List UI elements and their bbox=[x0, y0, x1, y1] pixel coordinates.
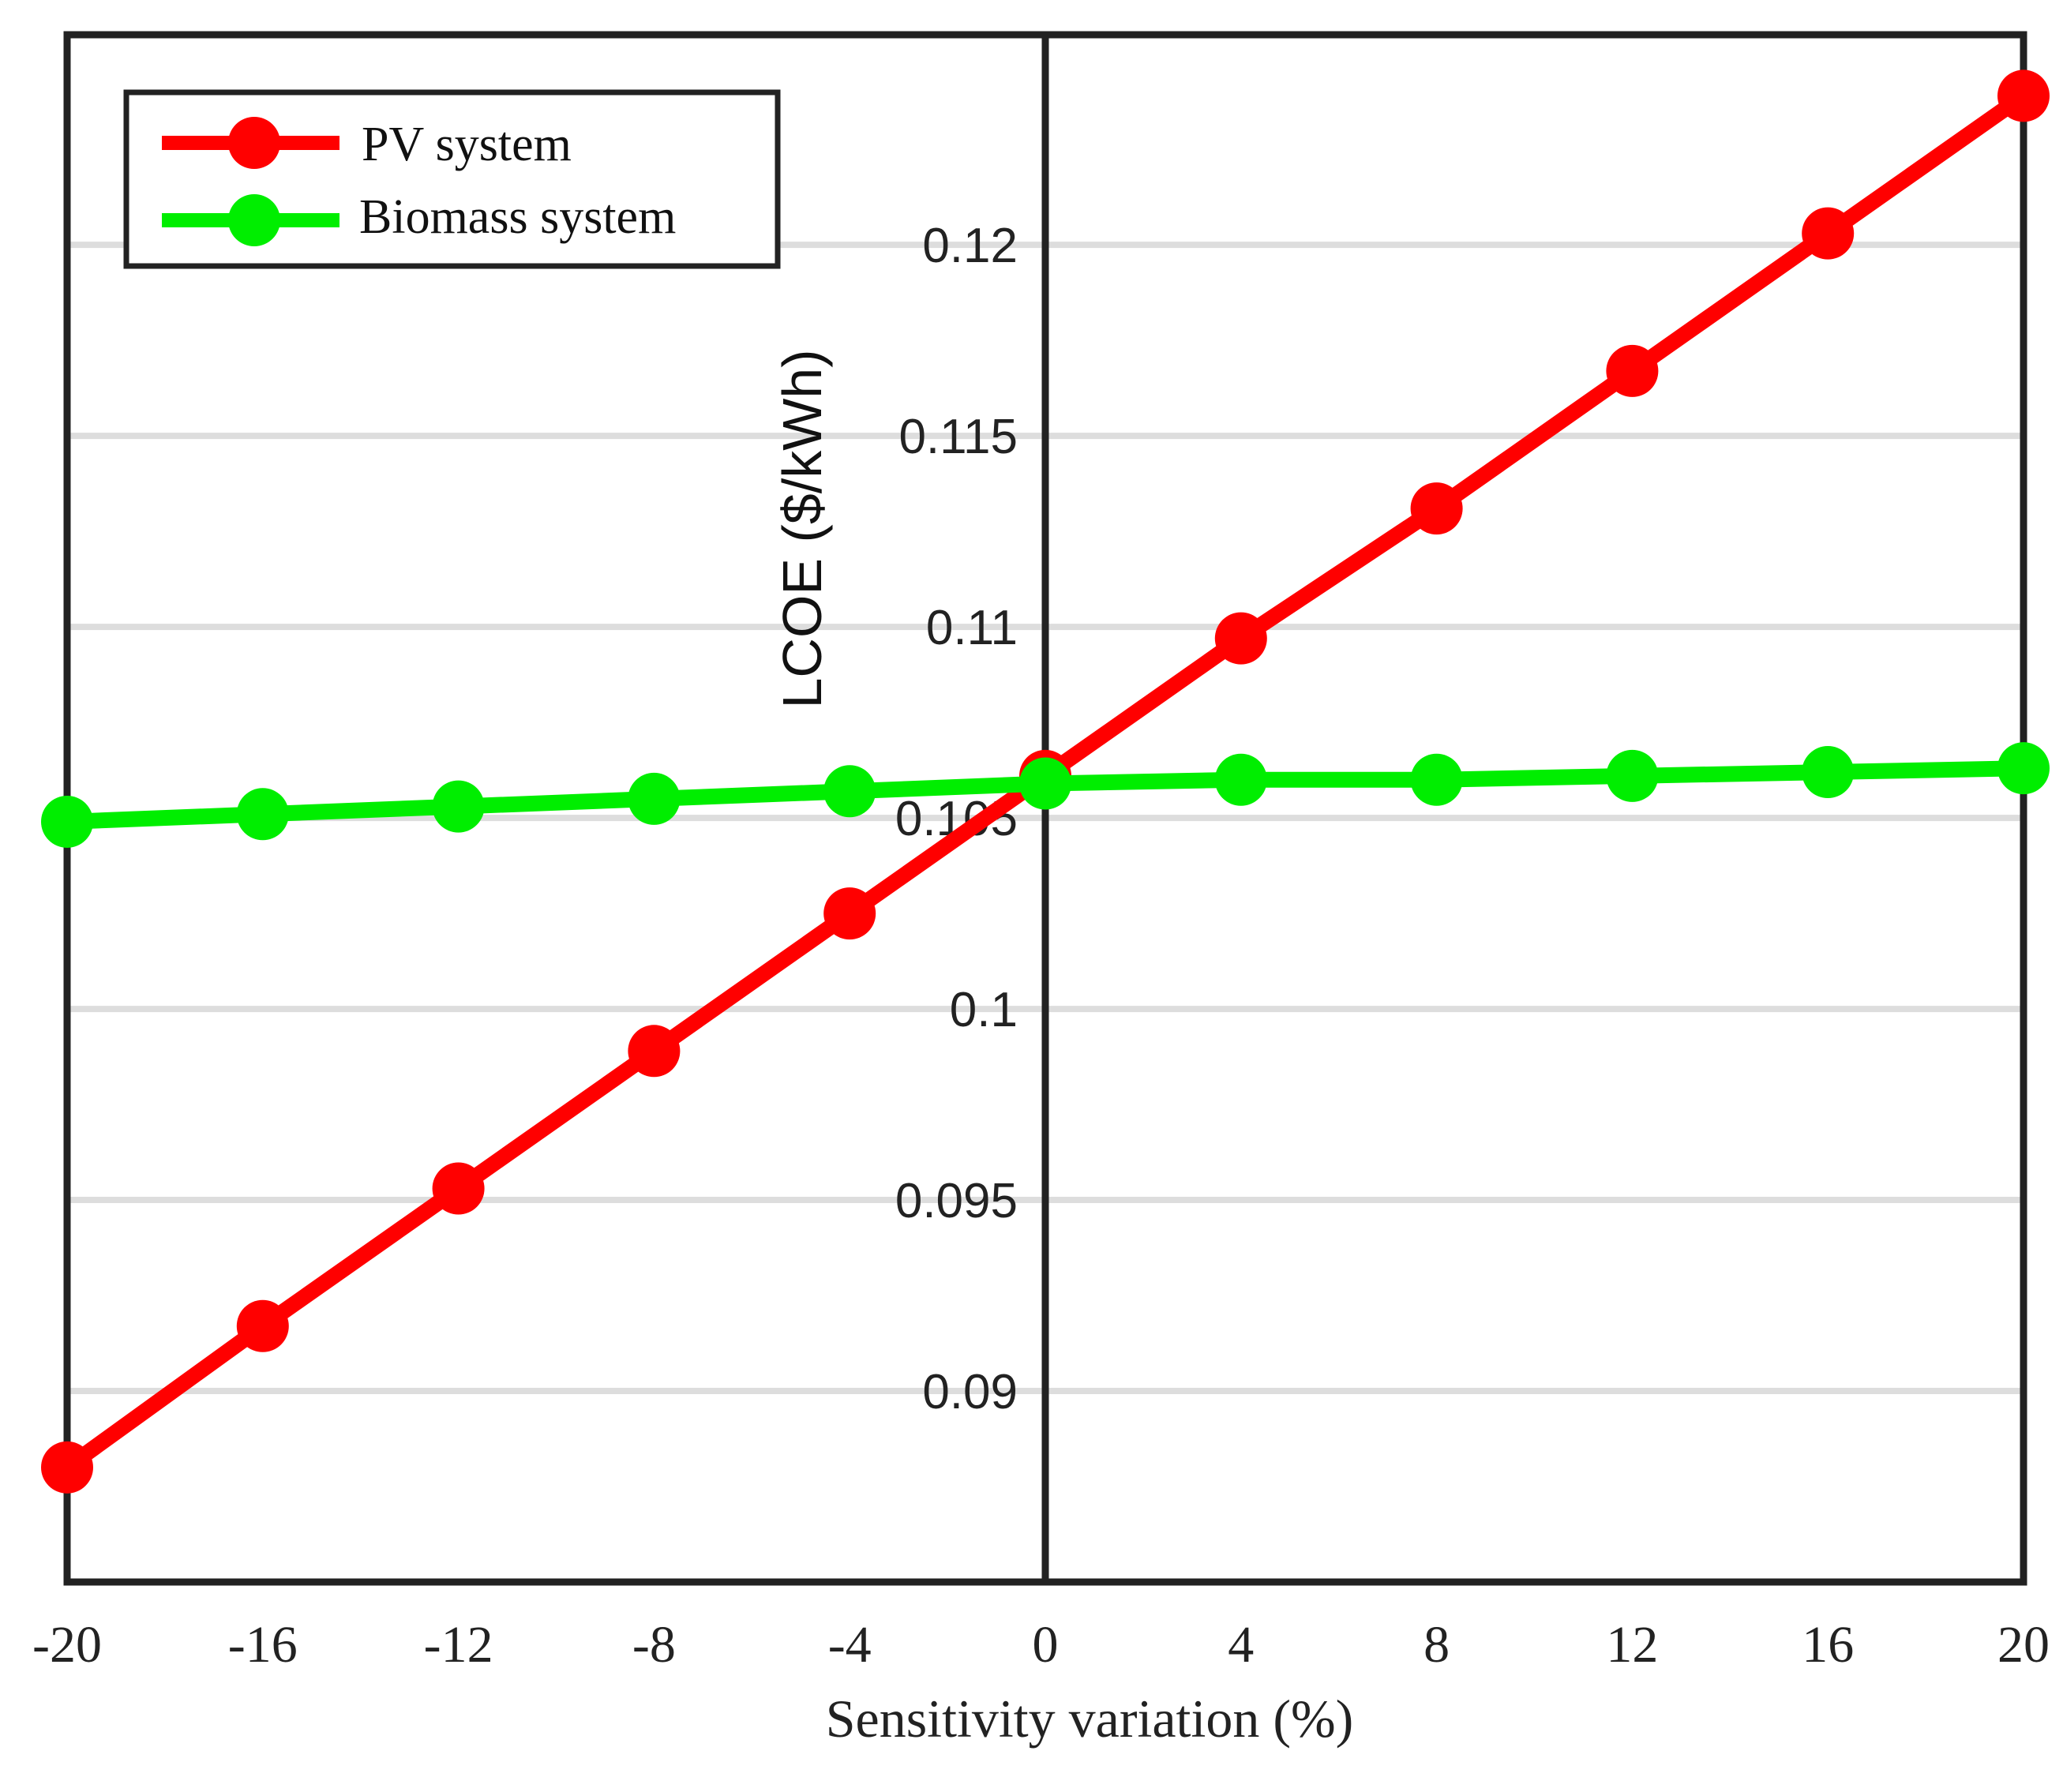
legend: PV system Biomass system bbox=[123, 89, 781, 269]
data-point bbox=[1019, 757, 1071, 810]
x-tick-label: -12 bbox=[424, 1616, 493, 1674]
data-point bbox=[1802, 207, 1855, 260]
data-point bbox=[1606, 344, 1659, 397]
x-tick-label: -16 bbox=[228, 1616, 298, 1674]
legend-marker-biomass bbox=[228, 194, 280, 246]
data-point bbox=[1214, 612, 1267, 665]
data-point bbox=[1997, 742, 2050, 795]
x-tick-label: -4 bbox=[828, 1616, 872, 1674]
x-tick-label: 20 bbox=[1997, 1616, 2050, 1674]
data-point bbox=[1606, 749, 1659, 802]
data-point bbox=[823, 765, 876, 818]
y-tick-label: 0.12 bbox=[922, 219, 1018, 273]
data-point bbox=[41, 795, 93, 848]
x-tick-label: -20 bbox=[32, 1616, 102, 1674]
x-axis-title: Sensitivity variation (%) bbox=[826, 1689, 1354, 1749]
data-point bbox=[628, 772, 681, 825]
data-point bbox=[1214, 753, 1267, 806]
y-tick-label: 0.09 bbox=[922, 1365, 1018, 1419]
x-tick-label: 8 bbox=[1423, 1616, 1450, 1674]
x-tick-labels: -20 -16 -12 -8 -4 0 4 8 12 16 20 bbox=[32, 1616, 2050, 1674]
series bbox=[41, 69, 2050, 1494]
y-tick-label: 0.115 bbox=[898, 410, 1018, 464]
y-tick-label: 0.095 bbox=[895, 1174, 1018, 1228]
legend-label-pv: PV system bbox=[362, 118, 572, 171]
data-point bbox=[236, 788, 289, 841]
data-point bbox=[1802, 746, 1855, 799]
legend-label-biomass: Biomass system bbox=[359, 190, 676, 244]
data-point bbox=[823, 887, 876, 940]
data-point bbox=[432, 780, 485, 833]
data-point bbox=[1997, 69, 2050, 122]
data-point bbox=[1410, 482, 1463, 535]
data-point bbox=[236, 1299, 289, 1352]
data-point bbox=[628, 1025, 681, 1078]
x-tick-label: -8 bbox=[632, 1616, 676, 1674]
series-1 bbox=[41, 742, 2050, 848]
data-point bbox=[41, 1441, 93, 1494]
y-axis-title: LCOE ($/kWh) bbox=[771, 349, 833, 708]
x-tick-label: 4 bbox=[1228, 1616, 1254, 1674]
data-point bbox=[1410, 753, 1463, 806]
legend-marker-pv bbox=[228, 117, 280, 169]
data-point bbox=[432, 1162, 485, 1215]
x-tick-label: 12 bbox=[1606, 1616, 1658, 1674]
y-tick-label: 0.1 bbox=[950, 983, 1018, 1037]
x-tick-label: 16 bbox=[1802, 1616, 1854, 1674]
x-tick-label: 0 bbox=[1033, 1616, 1059, 1674]
y-tick-label: 0.11 bbox=[926, 601, 1018, 655]
